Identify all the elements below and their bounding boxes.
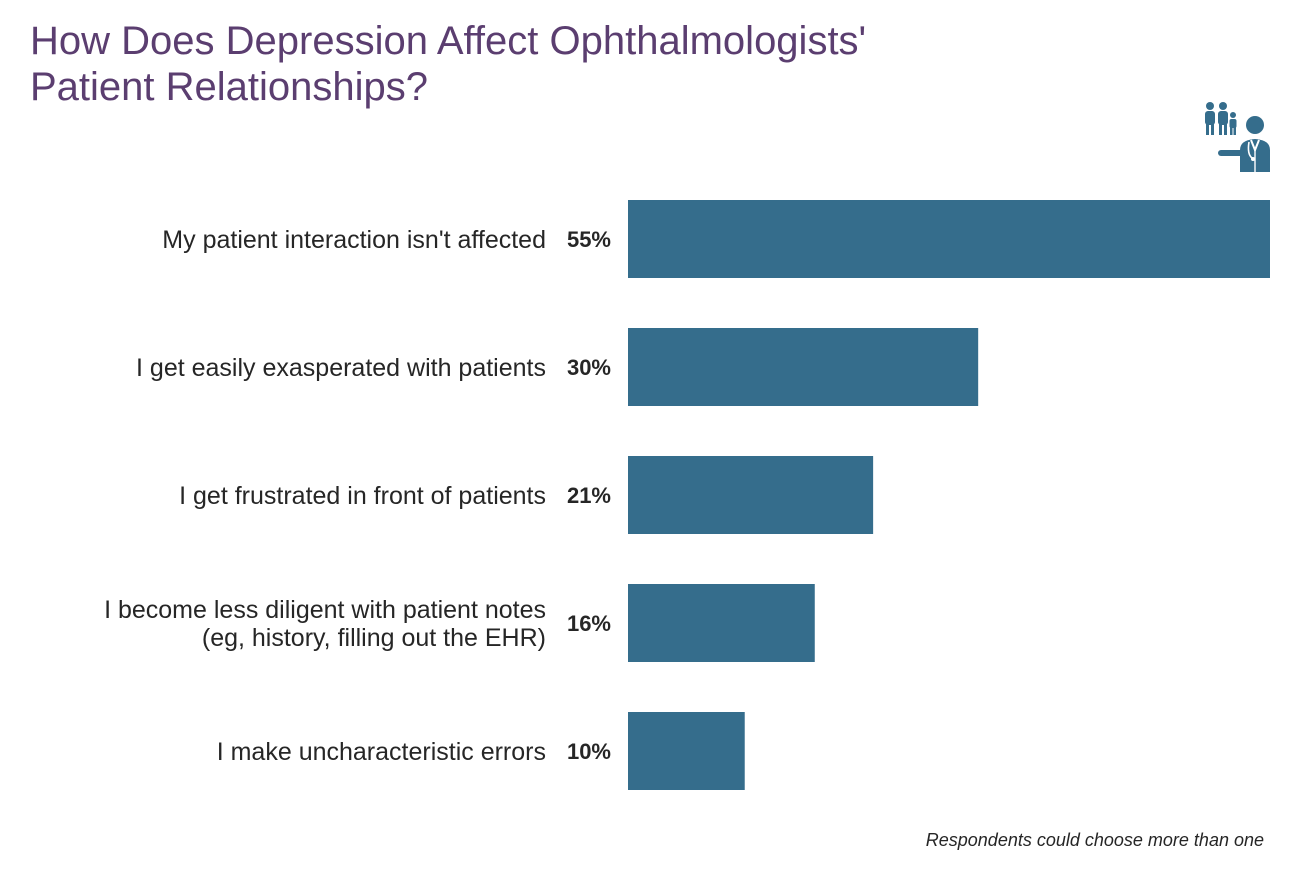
bar-0 [628, 200, 1270, 278]
value-label-1: 30% [567, 355, 611, 380]
category-label-4-line-0: I make uncharacteristic errors [217, 738, 546, 766]
category-label-0-line-0: My patient interaction isn't affected [162, 226, 546, 254]
doctor-with-family-icon-graphic [1205, 102, 1270, 172]
value-label-0: 55% [567, 227, 611, 252]
bar-1 [628, 328, 979, 406]
bar-3 [628, 584, 815, 662]
bar-4 [628, 712, 745, 790]
category-label-3: I become less diligent with patient note… [104, 596, 546, 652]
bars [628, 200, 1270, 790]
category-label-1: I get easily exasperated with patients [136, 354, 546, 382]
category-label-1-line-0: I get easily exasperated with patients [136, 354, 546, 382]
category-label-4: I make uncharacteristic errors [217, 738, 546, 766]
category-label-3-line-1: (eg, history, filling out the EHR) [202, 624, 546, 652]
value-label-2: 21% [567, 483, 611, 508]
category-label-0: My patient interaction isn't affected [162, 226, 546, 254]
category-labels: My patient interaction isn't affected I g… [104, 226, 546, 766]
chart-title-line-2: Patient Relationships? [30, 65, 429, 109]
value-label-3: 16% [567, 611, 611, 636]
doctor-with-family-icon [1200, 100, 1276, 176]
bar-2 [628, 456, 874, 534]
chart-title: How Does Depression Affect Ophthalmologi… [30, 18, 1130, 110]
footnote: Respondents could choose more than one [925, 830, 1264, 850]
value-labels: 55% 30% 21% 16% 10% [567, 227, 611, 764]
chart-title-line-1: How Does Depression Affect Ophthalmologi… [30, 19, 867, 63]
category-label-2: I get frustrated in front of patients [179, 482, 546, 510]
category-label-3-line-0: I become less diligent with patient note… [104, 596, 546, 624]
category-label-2-line-0: I get frustrated in front of patients [179, 482, 546, 510]
value-label-4: 10% [567, 739, 611, 764]
